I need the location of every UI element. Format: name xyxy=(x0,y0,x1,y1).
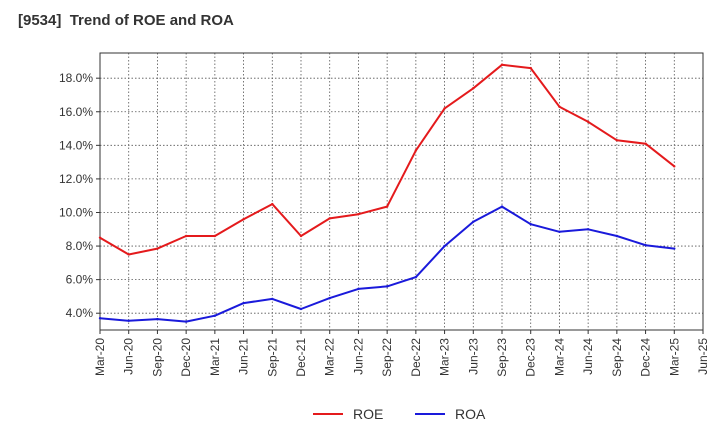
chart-title: [9534] Trend of ROE and ROA xyxy=(18,12,234,29)
x-tick-label: Mar-22 xyxy=(323,338,337,376)
data-point-roa xyxy=(385,285,389,288)
x-tick-label: Sep-23 xyxy=(495,338,509,377)
x-tick-label: Mar-25 xyxy=(667,338,681,376)
data-point-roe xyxy=(414,149,418,152)
x-tick-label: Dec-20 xyxy=(179,338,193,377)
data-point-roe xyxy=(615,139,619,142)
data-point-roe xyxy=(500,63,504,66)
data-point-roe xyxy=(184,234,188,238)
grid-lines xyxy=(100,53,703,330)
y-tick-label: 4.0% xyxy=(66,306,94,320)
x-axis-ticks: Mar-20 Jun-20 Sep-20 Dec-20 Mar-21 Jun-21 Sep-… xyxy=(93,330,710,377)
data-point-roe xyxy=(156,247,159,250)
x-tick-label: Jun-25 xyxy=(696,338,710,375)
x-tick-label: Dec-23 xyxy=(524,338,538,377)
x-tick-label: Sep-20 xyxy=(150,338,164,377)
data-point-roe xyxy=(558,105,561,108)
x-tick-label: Dec-22 xyxy=(409,338,423,377)
data-point-roa xyxy=(242,301,245,305)
x-tick-label: Jun-20 xyxy=(122,338,136,375)
data-point-roe xyxy=(644,142,647,145)
data-point-roe xyxy=(385,205,389,208)
series-line-roe xyxy=(99,63,675,256)
series-lines xyxy=(98,63,676,323)
y-tick-label: 8.0% xyxy=(66,239,94,253)
data-point-roa xyxy=(357,287,360,291)
y-tick-label: 16.0% xyxy=(59,105,93,119)
y-tick-label: 14.0% xyxy=(59,138,93,152)
data-point-roa xyxy=(156,317,159,321)
x-tick-label: Jun-21 xyxy=(237,338,251,375)
data-point-roa xyxy=(127,319,130,322)
data-point-roa xyxy=(586,228,590,231)
data-point-roe xyxy=(472,87,475,90)
data-point-roe xyxy=(242,218,245,221)
x-tick-label: Mar-24 xyxy=(552,338,566,376)
data-point-roa xyxy=(299,307,303,311)
x-tick-label: Sep-21 xyxy=(265,338,279,377)
data-point-roe xyxy=(213,234,217,238)
x-tick-label: Jun-24 xyxy=(581,338,595,375)
data-point-roa xyxy=(271,297,274,301)
data-point-roe xyxy=(443,107,446,110)
data-point-roe xyxy=(357,212,360,216)
y-axis-ticks: 4.0% 6.0% 8.0% 10.0% 12.0% 14.0% 16.0% 18.0% xyxy=(59,71,100,320)
x-tick-label: Sep-22 xyxy=(380,338,394,377)
data-point-roa xyxy=(673,247,676,250)
data-point-roa xyxy=(529,223,532,226)
y-tick-label: 18.0% xyxy=(59,71,93,85)
x-tick-label: Sep-24 xyxy=(610,338,624,377)
x-tick-label: Dec-21 xyxy=(294,338,308,377)
data-point-roa xyxy=(213,314,217,317)
data-point-roe xyxy=(673,165,676,168)
legend-label-roe: ROE xyxy=(353,406,383,422)
data-point-roe xyxy=(529,66,532,70)
plot-area xyxy=(99,52,704,331)
x-tick-label: Dec-24 xyxy=(639,338,653,377)
legend-label-roa: ROA xyxy=(455,406,486,422)
legend: ROE ROA xyxy=(313,406,486,422)
data-point-roa xyxy=(184,320,188,323)
data-point-roa xyxy=(98,317,102,320)
data-point-roa xyxy=(443,244,446,248)
y-tick-label: 12.0% xyxy=(59,172,93,186)
data-point-roa xyxy=(472,220,475,223)
data-point-roa xyxy=(615,234,619,238)
data-point-roe xyxy=(586,120,590,124)
y-tick-label: 10.0% xyxy=(59,205,93,219)
x-tick-label: Mar-20 xyxy=(93,338,107,376)
data-point-roa xyxy=(558,230,561,233)
data-point-roa xyxy=(414,275,418,279)
x-tick-label: Jun-23 xyxy=(466,338,480,375)
data-point-roe xyxy=(127,253,130,256)
data-point-roe xyxy=(98,236,102,239)
data-point-roe xyxy=(299,234,303,238)
data-point-roe xyxy=(271,202,274,206)
x-tick-label: Mar-21 xyxy=(208,338,222,376)
data-point-roa xyxy=(644,244,647,247)
data-point-roa xyxy=(500,205,504,208)
x-tick-label: Mar-23 xyxy=(438,338,452,376)
data-point-roa xyxy=(328,296,331,300)
y-tick-label: 6.0% xyxy=(66,273,94,287)
data-point-roe xyxy=(328,217,331,220)
x-tick-label: Jun-22 xyxy=(351,338,365,375)
